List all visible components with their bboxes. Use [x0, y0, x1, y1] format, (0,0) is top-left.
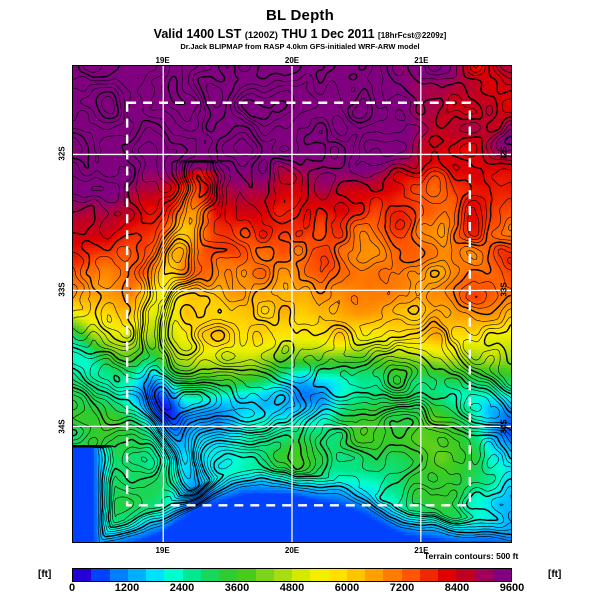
colorbar-swatch-14	[328, 569, 347, 581]
colorbar-swatch-13	[310, 569, 329, 581]
valid-time-line: Valid 1400 LST (1200Z) THU 1 Dec 2011 [1…	[0, 27, 600, 41]
colorbar-swatch-23	[492, 569, 511, 581]
colorbar-swatch-4	[146, 569, 165, 581]
lat-tick-right-0: 32S	[499, 146, 509, 161]
lat-tick-left-1: 33S	[57, 282, 67, 297]
colorbar-swatch-12	[292, 569, 311, 581]
source-subtitle: Dr.Jack BLIPMAP from RASP 4.0km GFS-init…	[180, 42, 420, 51]
colorbar-tick-6: 7200	[389, 582, 415, 594]
colorbar-swatch-2	[109, 569, 128, 581]
valid-date-text: THU 1 Dec 2011	[281, 27, 375, 41]
forecast-bracket-text: [18hrFcst@2209z]	[378, 31, 447, 40]
colorbar-tick-3: 3600	[224, 582, 250, 594]
lon-tick-bottom-1: 20E	[284, 546, 300, 555]
lat-lon-grid-overlay	[73, 66, 511, 542]
lon-tick-bottom-0: 19E	[155, 546, 170, 555]
colorbar-swatch-16	[365, 569, 384, 581]
lon-tick-bottom-2: 21E	[414, 546, 429, 555]
valid-time-text: Valid 1400 LST	[153, 27, 242, 41]
colorbar-tick-4: 4800	[279, 582, 305, 594]
lon-tick-top-2: 21E	[414, 56, 429, 65]
colorbar-tick-1: 1200	[114, 582, 140, 594]
lon-tick-top-0: 19E	[155, 56, 170, 65]
colorbar-swatch-1	[91, 569, 110, 581]
colorbar-swatch-15	[346, 569, 365, 581]
colorbar-unit-right: [ft]	[548, 569, 562, 580]
lat-tick-left-2: 34S	[57, 419, 67, 434]
colorbar-swatch-5	[164, 569, 183, 581]
page-title: BL Depth	[266, 7, 334, 24]
lat-tick-left-0: 32S	[57, 146, 67, 161]
colorbar-swatch-7	[200, 569, 219, 581]
colorbar-swatch-22	[474, 569, 493, 581]
colorbar-swatch-9	[237, 569, 256, 581]
colorbar-swatch-21	[456, 569, 475, 581]
map-plot-area	[72, 65, 512, 543]
colorbar-swatch-10	[255, 569, 274, 581]
colorbar-swatch-3	[127, 569, 146, 581]
terrain-contour-note: Terrain contours: 500 ft	[424, 551, 519, 561]
colorbar-swatch-0	[73, 569, 92, 581]
lon-tick-top-1: 20E	[284, 56, 300, 65]
colorbar-tick-2: 2400	[169, 582, 195, 594]
lat-tick-right-1: 33S	[499, 282, 509, 297]
colorbar-tick-5: 6000	[334, 582, 360, 594]
colorbar-swatch-20	[438, 569, 457, 581]
lat-tick-right-2: 34S	[499, 419, 509, 434]
valid-utc-text: (1200Z)	[244, 30, 278, 41]
colorbar-unit-left: [ft]	[38, 569, 52, 580]
colorbar-swatch-8	[219, 569, 238, 581]
colorbar-tick-7: 8400	[444, 582, 470, 594]
colorbar	[72, 568, 512, 582]
colorbar-swatch-17	[383, 569, 402, 581]
colorbar-swatch-6	[182, 569, 201, 581]
colorbar-tick-0: 0	[68, 582, 76, 594]
colorbar-swatch-18	[401, 569, 420, 581]
colorbar-swatch-19	[419, 569, 438, 581]
colorbar-swatch-11	[273, 569, 292, 581]
colorbar-tick-8: 9600	[499, 582, 525, 594]
terrain-contour-overlay	[73, 66, 511, 542]
